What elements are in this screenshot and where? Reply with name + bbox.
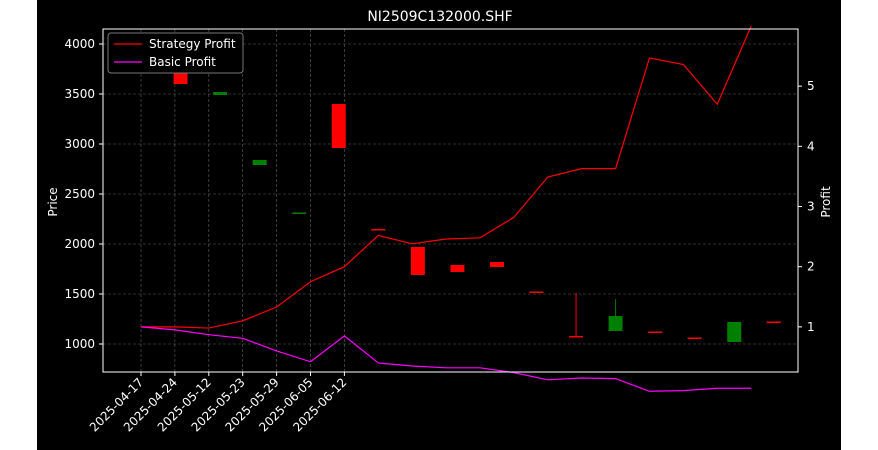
chart-title: NI2509C132000.SHF [367,9,512,25]
y-axis-right-label: Profit [819,186,833,218]
y-left-tick-label: 2000 [64,237,95,251]
candle-body [608,316,623,331]
plot-frame [102,28,799,373]
candle-body [252,160,267,165]
y-right-tick-label: 5 [807,79,815,93]
candle-body [569,336,584,338]
y-left-tick-label: 1500 [64,287,95,301]
strategy-profit-line [141,25,752,329]
legend-box [107,32,244,74]
legend-label-strategy-profit: Strategy Profit [149,37,236,51]
figure-background [37,0,841,450]
candle-body [648,331,663,333]
candle-body [489,262,504,267]
candle-body [292,212,307,214]
y-left-tick-label: 3000 [64,137,95,151]
y-right-tick-label: 1 [807,320,815,334]
candle-body [529,291,544,293]
basic-profit-line [140,326,752,392]
candle-body [213,92,228,95]
candle-body [410,247,425,275]
y-axis-left: 1000 1500 2000 2500 3000 3500 4000 [64,37,103,351]
y-left-tick-label: 2500 [64,187,95,201]
candle-body [331,104,346,148]
profit-lines [140,25,752,392]
y-left-tick-label: 3500 [64,87,95,101]
y-right-tick-label: 3 [807,200,815,214]
legend: Strategy Profit Basic Profit [107,32,244,74]
y-left-tick-label: 4000 [64,37,95,51]
y-right-tick-label: 4 [807,139,815,153]
candle-body [727,322,742,342]
y-right-tick-label: 2 [807,260,815,274]
y-axis-right: 1 2 3 4 5 [798,79,815,334]
y-axis-left-label: Price [46,187,60,216]
candle-body [766,321,781,323]
candle-body [687,337,702,339]
candle-body [450,265,465,272]
candle-body [371,229,386,231]
gridlines [103,29,798,372]
y-left-tick-label: 1000 [64,337,95,351]
legend-label-basic-profit: Basic Profit [149,55,216,69]
